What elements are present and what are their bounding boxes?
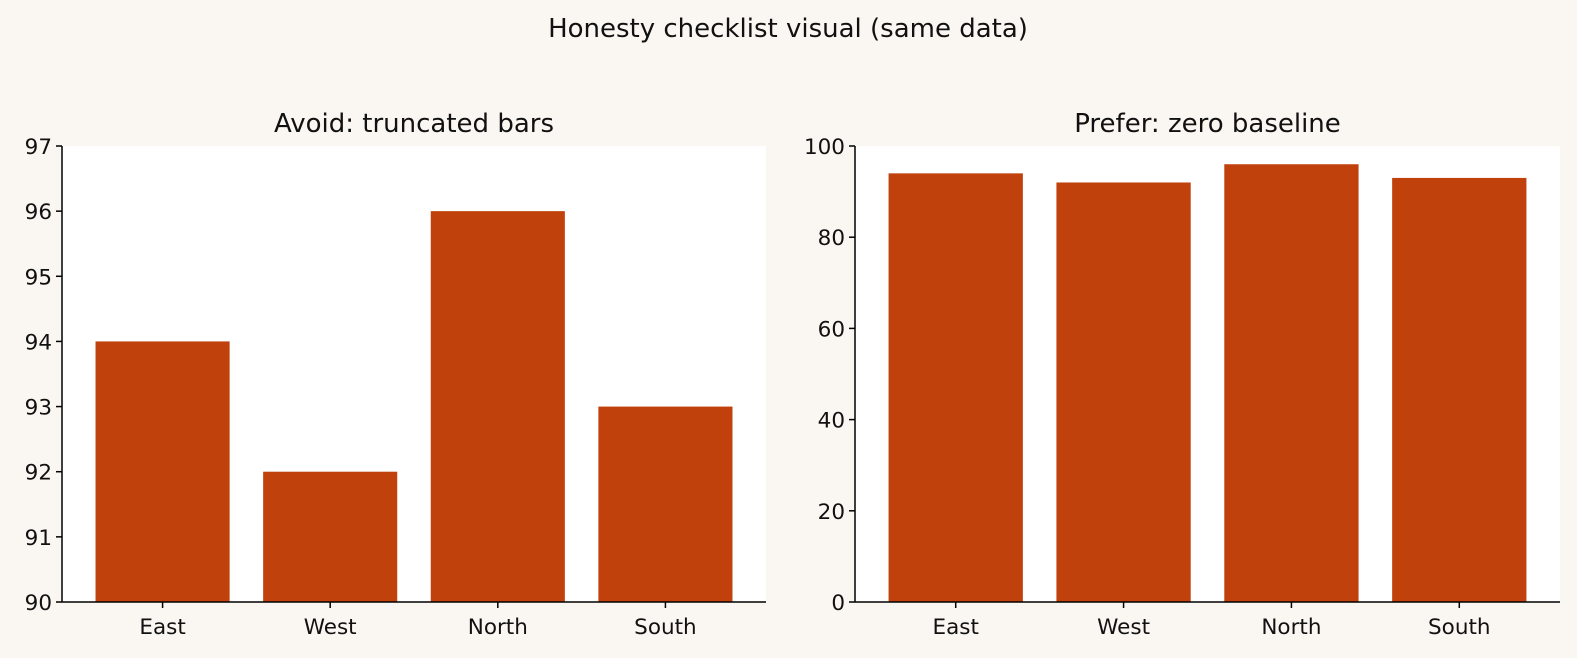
bar-west	[1056, 182, 1191, 603]
bar-west	[263, 471, 398, 602]
bar-east	[95, 341, 230, 602]
x-tick-label: West	[304, 615, 357, 640]
bar-east	[888, 173, 1023, 603]
x-tick-label: North	[1261, 615, 1321, 640]
y-tick-label: 92	[25, 461, 52, 486]
x-tick-label: West	[1097, 615, 1150, 640]
chart-title: Avoid: truncated bars	[274, 109, 554, 139]
x-tick-label: North	[468, 615, 528, 640]
chart-panel-zero-baseline: Prefer: zero baseline East West North South 0…	[804, 109, 1560, 640]
y-tick-label: 80	[818, 226, 845, 251]
x-tick-label: East	[139, 615, 185, 640]
y-tick-label: 0	[831, 591, 845, 616]
x-tick-label: East	[933, 615, 979, 640]
y-tick-label: 40	[818, 409, 845, 434]
y-tick-label: 90	[25, 591, 52, 616]
x-tick-label: South	[634, 615, 696, 640]
y-tick-label: 93	[25, 396, 52, 421]
bar-south	[1392, 177, 1527, 603]
x-tick-label: South	[1428, 615, 1490, 640]
y-tick-label: 94	[25, 330, 52, 355]
y-tick-label: 20	[818, 500, 845, 525]
y-tick-label: 97	[25, 135, 52, 160]
y-tick-label: 100	[804, 135, 845, 160]
figure-title: Honesty checklist visual (same data)	[548, 14, 1028, 44]
chart-title: Prefer: zero baseline	[1074, 109, 1341, 139]
y-tick-label: 95	[25, 265, 52, 290]
chart-panel-truncated: Avoid: truncated bars East West North South 9…	[25, 109, 766, 640]
y-tick-label: 60	[818, 317, 845, 342]
bar-north	[1224, 164, 1359, 603]
bar-south	[598, 406, 733, 602]
bar-north	[430, 211, 565, 602]
y-tick-label: 91	[25, 526, 52, 551]
y-tick-label: 96	[25, 200, 52, 225]
